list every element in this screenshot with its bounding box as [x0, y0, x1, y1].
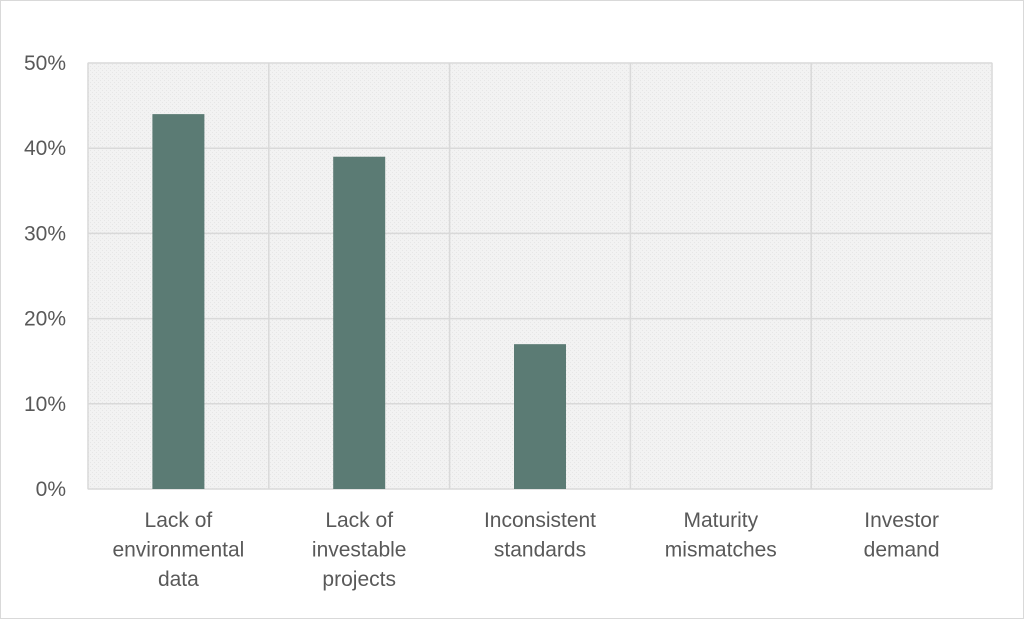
x-category-label-4: Investor demand [864, 509, 940, 562]
bar-0 [152, 114, 205, 490]
x-category-label-2: Inconsistent standards [484, 509, 596, 562]
y-tick-label-2: 20% [24, 308, 66, 331]
x-category-label-0: Lack of environmental data [112, 509, 244, 591]
bar-1 [333, 156, 386, 489]
y-tick-label-0: 0% [36, 478, 66, 501]
y-axis-tick-labels: 0% 10% 20% 30% 40% 50% [24, 52, 66, 501]
y-tick-label-5: 50% [24, 52, 66, 75]
x-category-label-1: Lack of investable projects [312, 509, 407, 591]
x-category-label-3: Maturity mismatches [665, 509, 777, 562]
x-axis-category-labels: Lack of environmental data Lack of investabl… [112, 509, 939, 591]
y-tick-label-3: 30% [24, 222, 66, 245]
y-tick-label-4: 40% [24, 137, 66, 160]
bars [152, 114, 566, 490]
bar-2 [514, 344, 566, 489]
y-tick-label-1: 10% [24, 393, 66, 416]
